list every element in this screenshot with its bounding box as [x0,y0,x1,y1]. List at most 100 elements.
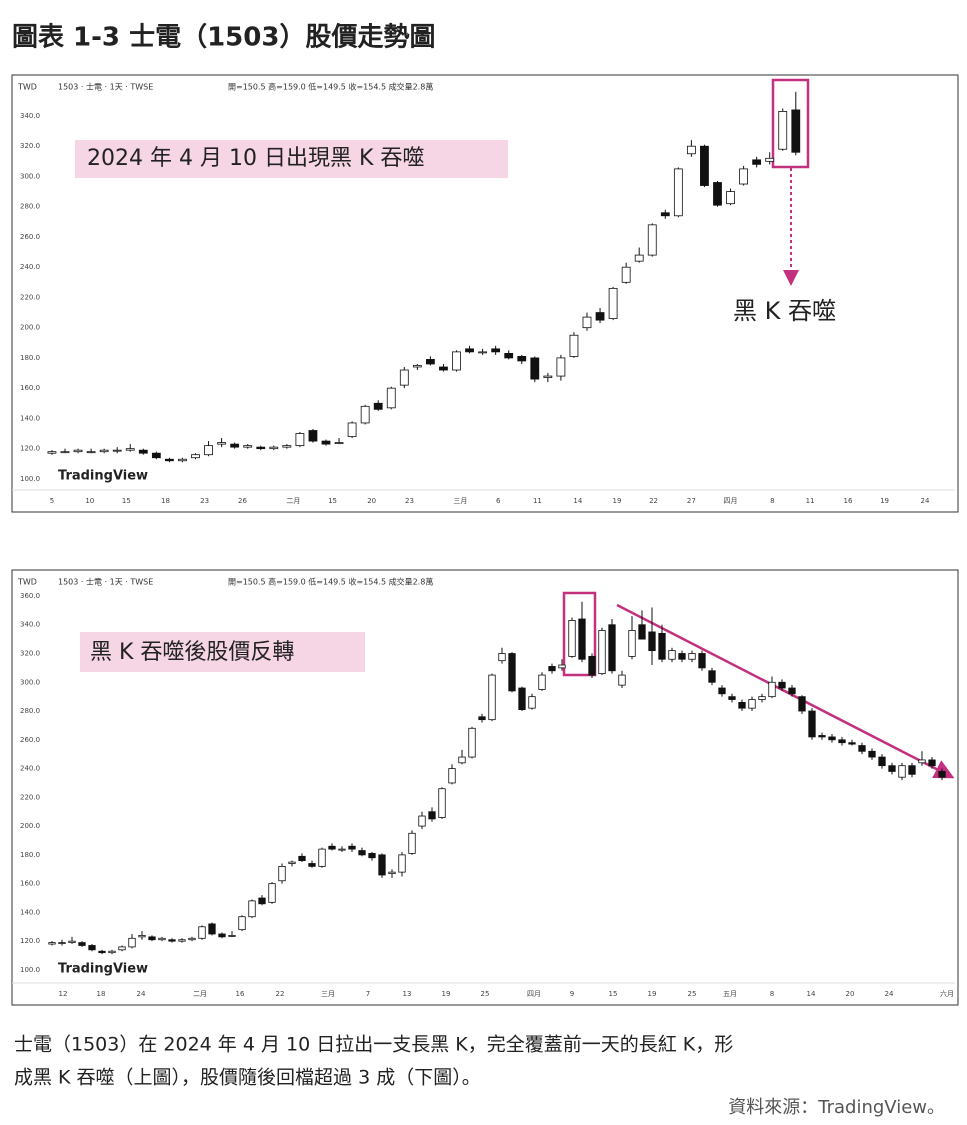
x-tick-label: 6 [496,497,501,505]
candle-body [198,926,206,939]
x-tick-label: 16 [844,497,853,505]
candle-body [418,815,426,827]
candle-body [368,853,376,859]
candle-body [426,359,435,365]
candle-body [99,449,109,453]
candle-body [191,454,200,459]
y-tick-label: 320.0 [20,142,40,150]
candle-body [256,446,266,450]
x-tick-label: 六月 [940,989,954,998]
candle-body [334,442,344,445]
x-tick-label: 8 [770,990,774,998]
candle-body [73,449,83,453]
candle-body [282,445,292,448]
y-tick-label: 220.0 [20,793,40,801]
candle-body [878,756,886,767]
candle-body [148,936,156,941]
candle-body [278,865,286,882]
x-tick-label: 5 [50,497,54,505]
ohlc-label: 開=150.5 高=159.0 低=149.5 收=154.5 成交量2.8萬 [228,82,433,92]
trend-arrow [616,603,955,779]
x-tick-label: 24 [137,990,146,998]
candle-body [358,850,366,856]
x-tick-label: 27 [687,497,696,505]
candle-body [178,939,186,942]
candle-body [628,630,636,657]
x-tick-label: 23 [200,497,209,505]
annotation-box [75,140,508,178]
candle-body [347,422,357,437]
x-tick-label: 四月 [724,497,738,505]
x-tick-label: 7 [366,990,370,998]
y-tick-label: 240.0 [20,263,40,271]
candle-body [47,451,57,454]
candle-body [439,366,448,371]
candle-body [268,883,276,903]
candle-body [338,848,346,851]
candle-body [738,702,746,709]
y-tick-label: 260.0 [20,233,40,241]
candle-body [318,848,326,867]
currency: TWD [17,578,37,587]
candle-body [918,759,926,764]
y-tick-label: 280.0 [20,707,40,715]
candle-body [112,449,122,452]
y-tick-label: 140.0 [20,908,40,916]
candle-body [468,727,476,758]
x-tick-label: 13 [403,990,412,998]
candle-body [778,681,786,689]
x-tick-label: 19 [442,990,451,998]
candle-body [373,402,383,410]
candle-body [798,696,806,712]
candle-body [504,352,514,359]
candle-body [465,348,474,353]
x-tick-label: 三月 [453,497,467,505]
y-tick-label: 160.0 [20,880,40,888]
x-tick-label: 8 [770,497,774,505]
candle-body [138,935,146,938]
candle-body [452,351,461,371]
candle-body [208,923,216,935]
figure-title: 圖表 1-3 士電（1503）股價走勢圖 [12,23,435,53]
candle-body [108,950,116,954]
x-tick-label: 15 [609,990,618,998]
watermark: TradingView [58,962,148,977]
candle-body [752,159,762,165]
candle-body [848,742,856,745]
candle-body [818,735,826,738]
candle-body [638,624,646,640]
candle-body [230,443,240,448]
ohlc-label: 開=150.5 高=159.0 低=149.5 收=154.5 成交量2.8萬 [228,577,433,587]
candle-body [438,788,446,818]
candle-body [204,445,213,456]
candle-body [765,157,775,162]
candle-body [269,446,279,450]
candle-body [558,664,566,669]
y-tick-label: 320.0 [20,650,40,658]
candle-body [528,696,536,709]
candle-body [556,357,566,377]
candle-body [128,937,136,948]
x-tick-label: 12 [59,990,68,998]
x-tick-label: 14 [573,497,582,505]
candle-body [739,168,748,185]
candle-body [321,440,331,445]
y-tick-label: 220.0 [20,293,40,301]
candle-body [647,224,657,256]
currency: TWD [17,83,37,92]
x-tick-label: 22 [276,990,285,998]
candle-body [125,448,135,451]
candle-body [598,630,606,675]
y-tick-label: 280.0 [20,203,40,211]
y-tick-label: 240.0 [20,765,40,773]
candle-body [408,832,416,854]
candle-body [218,933,226,938]
candle-body [868,750,876,758]
candle-body [768,681,776,698]
x-tick-label: 10 [85,497,94,505]
highlight-box [562,591,597,677]
candle-body [648,631,656,652]
y-tick-label: 340.0 [20,112,40,120]
candle-body [68,940,76,944]
candle-body [788,687,796,695]
